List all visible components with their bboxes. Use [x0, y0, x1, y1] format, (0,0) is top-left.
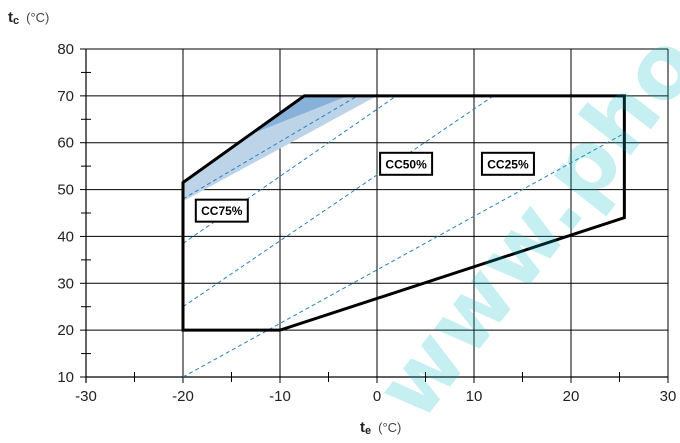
x-axis-title-sub: e [365, 425, 371, 437]
envelope-line [181, 94, 626, 332]
x-tick-label: 0 [373, 388, 381, 405]
dashed-line [182, 95, 358, 200]
x-tick-label: -10 [269, 388, 291, 405]
dashed-line [182, 132, 625, 378]
y-tick-label: 50 [57, 182, 74, 199]
y-tick-label: 20 [57, 322, 74, 339]
shaded-region [183, 95, 377, 202]
y-axis-title-sub: c [13, 15, 19, 27]
y-axis-title: tc (°C) [8, 9, 49, 27]
x-axis-title: te (°C) [360, 419, 401, 437]
annotations: CC75% CC50% CC25% [194, 151, 535, 223]
x-tick-label: -20 [172, 388, 194, 405]
y-tick-label: 40 [57, 228, 74, 245]
x-tick-label: 20 [563, 388, 580, 405]
y-tick-label: 60 [57, 135, 74, 152]
annotation-label: CC75% [201, 204, 243, 218]
annotation: CC75% [194, 198, 249, 223]
x-tick-label: 30 [660, 388, 677, 405]
y-tick-label: 10 [57, 369, 74, 386]
x-axis-unit: (°C) [378, 420, 401, 435]
x-tick-label: 10 [466, 388, 483, 405]
annotation-label: CC25% [487, 157, 529, 171]
grid-lines [85, 48, 669, 383]
x-tick-labels: -30 -20 -10 0 10 20 30 [75, 388, 676, 405]
annotation-box [379, 151, 434, 176]
annotation: CC50% [379, 151, 434, 176]
y-tick-label: 30 [57, 275, 74, 292]
y-tick-label: 70 [57, 88, 74, 105]
watermark: www.pho [355, 14, 680, 438]
minor-tick-marks [80, 48, 669, 383]
annotation: CC25% [480, 151, 535, 176]
y-axis-unit: (°C) [26, 10, 49, 25]
y-axis-title-main: t [8, 9, 13, 26]
y-tick-labels: 10 20 30 40 50 60 70 80 [57, 41, 74, 386]
x-tick-label: -30 [75, 388, 97, 405]
x-axis-title-main: t [360, 419, 365, 436]
annotation-box [480, 151, 535, 176]
annotation-box [194, 198, 249, 223]
envelope [181, 94, 626, 332]
y-tick-label: 80 [57, 41, 74, 58]
annotation-label: CC50% [385, 157, 427, 171]
